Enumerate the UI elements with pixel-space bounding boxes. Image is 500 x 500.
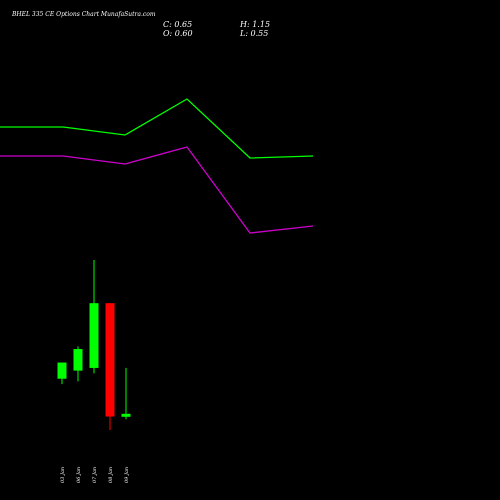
candle-body — [89, 303, 99, 368]
lower-line — [0, 146, 314, 234]
candlesticks — [57, 260, 131, 430]
candle-body — [105, 303, 115, 417]
candle-body — [73, 349, 83, 371]
upper-line — [0, 98, 314, 159]
candle-4 — [105, 303, 115, 430]
candle-1 — [57, 362, 67, 385]
x-tick-label: 07 Jan — [92, 467, 98, 483]
chart-title: BHEL 335 CE Options Chart MunafaSutra.co… — [12, 11, 156, 18]
candle-body — [121, 413, 131, 417]
candle-2 — [73, 346, 83, 382]
candle-3 — [89, 260, 99, 374]
x-axis-labels: 03 Jan 06 Jan 07 Jan 08 Jan 09 Jan — [60, 467, 130, 483]
x-tick-label: 06 Jan — [76, 467, 82, 483]
candle-5 — [121, 367, 131, 420]
low-value: L: 0.55 — [240, 29, 269, 38]
x-tick-label: 08 Jan — [108, 467, 114, 483]
candle-body — [57, 362, 67, 379]
x-tick-label: 09 Jan — [124, 467, 130, 483]
open-value: O: 0.60 — [163, 29, 193, 38]
high-value: H: 1.15 — [240, 20, 271, 29]
x-tick-label: 03 Jan — [60, 467, 66, 483]
indicator-lines — [0, 98, 314, 234]
close-value: C: 0.65 — [163, 20, 193, 29]
